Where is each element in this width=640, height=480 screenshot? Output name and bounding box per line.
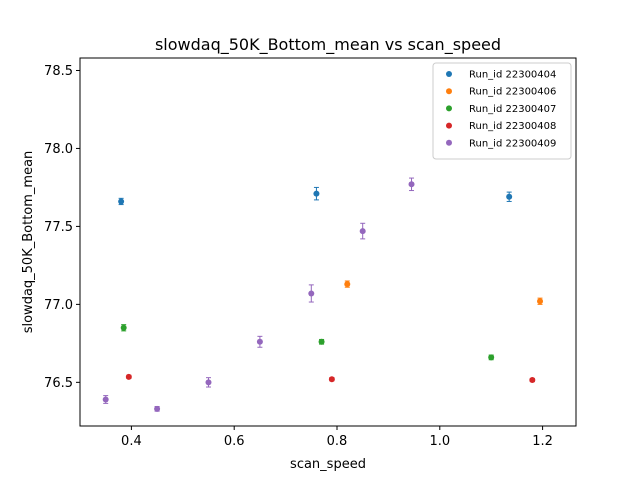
data-point: [313, 190, 320, 197]
data-point: [118, 198, 125, 205]
legend-label: Run_id 22300408: [469, 121, 556, 132]
data-point: [529, 377, 536, 383]
y-axis-label: slowdaq_50K_Bottom_mean: [21, 151, 36, 334]
legend-marker: [446, 122, 452, 129]
plot-area: [102, 177, 544, 412]
legend-marker: [446, 71, 452, 77]
series-group: [118, 186, 513, 206]
legend-label: Run_id 22300407: [469, 104, 556, 115]
legend-label: Run_id 22300409: [469, 138, 556, 149]
x-axis-label: scan_speed: [290, 457, 366, 472]
data-point: [125, 373, 132, 380]
data-point: [344, 281, 351, 288]
y-tick-label: 77.5: [44, 220, 73, 235]
data-point: [102, 396, 109, 403]
y-tick-label: 78.0: [44, 142, 73, 157]
data-point: [537, 298, 544, 305]
series-group: [344, 280, 544, 305]
data-point: [308, 290, 315, 297]
legend-box: [432, 62, 572, 160]
legend-marker: [446, 105, 452, 112]
series-group: [102, 177, 415, 412]
x-tick-label: 1.2: [532, 434, 553, 449]
chart-title: slowdaq_50K_Bottom_mean vs scan_speed: [155, 35, 501, 55]
legend-label: Run_id 22300404: [469, 70, 556, 81]
data-point: [256, 338, 263, 345]
data-point: [205, 379, 212, 386]
data-point: [120, 324, 127, 331]
series-group: [125, 373, 536, 383]
data-point: [408, 181, 415, 188]
legend-marker: [446, 88, 452, 95]
data-point: [328, 376, 335, 383]
axes: 0.4 0.6 0.8 1.0 1.2 76.5 77.0 77.5 78.0 78.5: [44, 64, 553, 449]
data-point: [154, 405, 161, 412]
y-tick-label: 78.5: [44, 64, 73, 79]
y-tick-label: 76.5: [44, 376, 73, 391]
data-point: [318, 338, 325, 345]
x-tick-label: 1.0: [429, 434, 450, 449]
y-tick-label: 77.0: [44, 298, 73, 313]
x-tick-label: 0.6: [224, 434, 245, 449]
data-point: [359, 228, 366, 235]
series-group: [120, 324, 495, 361]
legend-marker: [446, 139, 452, 146]
x-tick-label: 0.8: [327, 434, 348, 449]
legend: Run_id 22300404 Run_id 22300406 Run_id 223…: [432, 62, 572, 160]
data-point: [506, 193, 513, 200]
plot-frame: [79, 57, 577, 427]
data-point: [488, 354, 495, 361]
legend-label: Run_id 22300406: [469, 87, 556, 98]
x-tick-label: 0.4: [121, 434, 142, 449]
